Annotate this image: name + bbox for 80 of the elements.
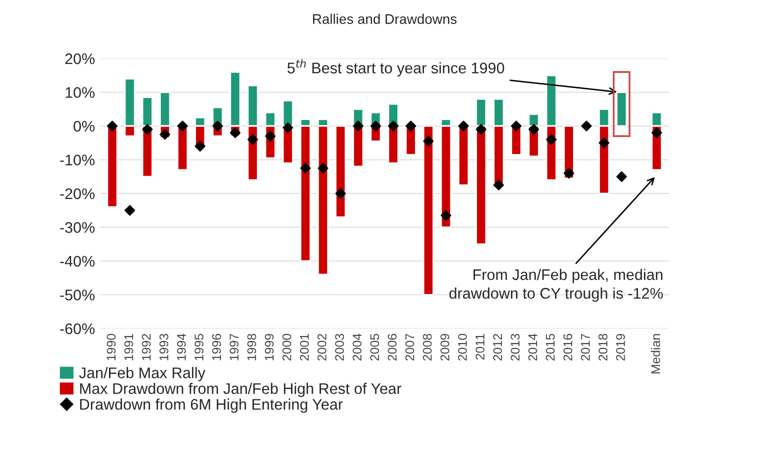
annotation: 5$^{th}$ Best start to year since 1990 [287, 59, 504, 76]
point [352, 120, 364, 132]
bar [335, 125, 346, 218]
y-tick-label: 0% [74, 120, 95, 132]
chart-title: Rallies and Drawdowns [313, 14, 457, 24]
point [318, 162, 328, 174]
x-tick-label: 1992 [142, 334, 151, 360]
point [564, 168, 574, 179]
x-tick-label: 2011 [476, 334, 484, 360]
x-tick-label: 2002 [318, 334, 326, 361]
point [194, 140, 206, 152]
x-tick-label: 1996 [212, 334, 221, 360]
x-tick-label: 1998 [247, 334, 256, 360]
x-tick-label: 1995 [194, 334, 204, 360]
x-tick-label: 2018 [598, 334, 608, 361]
point [406, 120, 416, 132]
x-tick-label: 2004 [352, 334, 362, 361]
x-tick-label: 2000 [282, 334, 292, 361]
point [142, 124, 153, 135]
point [106, 120, 118, 132]
bar [106, 125, 118, 208]
x-tick-label: 2015 [546, 334, 555, 361]
bar [176, 125, 188, 171]
y-tick-label: -60% [60, 323, 95, 334]
x-tick-label: 2006 [388, 334, 397, 361]
point [124, 205, 136, 216]
x-tick-label: 1991 [124, 334, 134, 360]
point [528, 124, 540, 135]
x-tick-label: 1997 [230, 334, 239, 360]
x-tick-label: 2013 [510, 334, 520, 361]
point [458, 120, 469, 132]
y-tick-label: -20% [60, 188, 95, 200]
x-tick-label: 2014 [528, 334, 538, 361]
point [510, 120, 522, 132]
point [616, 171, 627, 182]
legend-label: Drawdown from 6M High Entering Year [80, 398, 343, 413]
x-tick-label: Median [650, 334, 660, 374]
point [335, 188, 346, 199]
point [160, 129, 170, 140]
x-tick-label: 1993 [159, 334, 168, 360]
y-tick-label: -10% [60, 154, 95, 166]
bar [616, 92, 628, 127]
point [282, 122, 294, 133]
y-tick-label: -30% [60, 222, 95, 233]
point [581, 120, 592, 132]
y-tick-label: 20% [65, 53, 95, 64]
x-tick-label: 1999 [264, 334, 274, 360]
x-tick-label: 2017 [580, 334, 590, 361]
point [440, 210, 452, 221]
x-tick-label: 2003 [335, 334, 344, 361]
x-tick-label: 1994 [177, 334, 186, 360]
y-tick-label: -50% [60, 290, 95, 300]
x-tick-label: 2019 [616, 334, 625, 361]
x-tick-label: 2001 [300, 334, 309, 361]
x-tick-label: 2008 [422, 334, 432, 361]
legend-label: Jan/Feb Max Rally [79, 367, 206, 382]
point [388, 120, 399, 132]
point [423, 136, 434, 146]
x-tick-label: 1990 [106, 334, 116, 360]
x-tick-label: 2009 [440, 334, 450, 361]
point [476, 124, 486, 135]
x-tick-label: 2012 [493, 334, 502, 361]
point [177, 120, 188, 132]
point [546, 134, 557, 145]
point [493, 180, 504, 190]
annotation: From Jan/Feb peak, median drawdown to CY trough is -12% [449, 268, 663, 302]
bar [422, 125, 434, 296]
point [300, 162, 311, 174]
point [212, 120, 223, 132]
x-tick-label: 2005 [370, 334, 380, 361]
y-tick-label: -40% [60, 256, 95, 267]
point [651, 127, 662, 138]
x-tick-label: 2007 [405, 334, 414, 361]
y-tick-label: 10% [66, 87, 95, 98]
x-tick-label: 2016 [563, 334, 572, 361]
bar [458, 125, 470, 186]
point [598, 138, 610, 148]
legend-label: Max Drawdown from Jan/Feb High Rest of Year [80, 382, 402, 398]
point [370, 120, 382, 132]
x-tick-label: 2010 [458, 334, 467, 361]
